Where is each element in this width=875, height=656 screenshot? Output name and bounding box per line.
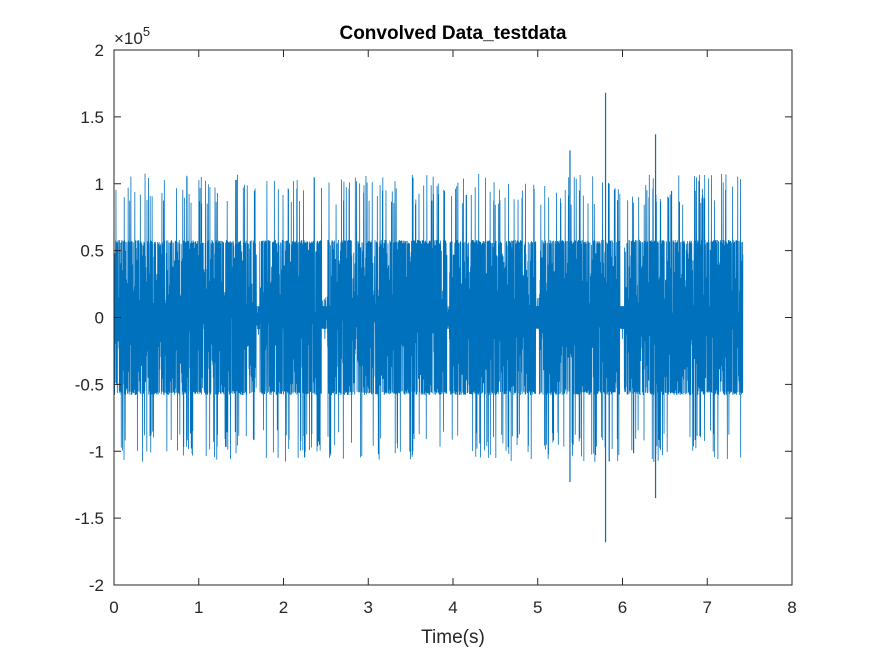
y-axis-exponent: ×105 [114,24,150,48]
y-tick-label: -1 [89,442,104,461]
y-tick-label: -1.5 [75,509,104,528]
y-tick-label: -0.5 [75,375,104,394]
plot-area [113,92,744,543]
x-axis-label: Time(s) [421,627,485,648]
x-tick-label: 0 [109,598,118,617]
x-tick-label: 2 [279,598,288,617]
y-tick-label: 1.5 [80,108,104,127]
x-tick-label: 3 [364,598,373,617]
y-axis: -2 -1.5 -1 -0.5 0 0.5 1 1.5 2 [75,41,792,595]
chart-title: Convolved Data_testdata [339,23,566,44]
x-tick-label: 4 [448,598,457,617]
x-axis: 0 1 2 3 4 5 6 7 8 [109,50,797,617]
y-tick-label: 2 [95,41,104,60]
x-tick-label: 5 [533,598,542,617]
x-tick-label: 8 [787,598,796,617]
x-tick-label: 7 [703,598,712,617]
signal-series-line [113,173,744,462]
y-tick-label: 1 [95,175,104,194]
y-tick-label: -2 [89,576,104,595]
y-exponent-base: ×10 [114,29,143,48]
y-tick-label: 0.5 [80,242,104,261]
y-tick-label: 0 [95,309,104,328]
x-tick-label: 1 [194,598,203,617]
x-tick-label: 6 [618,598,627,617]
y-exponent-power: 5 [143,24,150,39]
